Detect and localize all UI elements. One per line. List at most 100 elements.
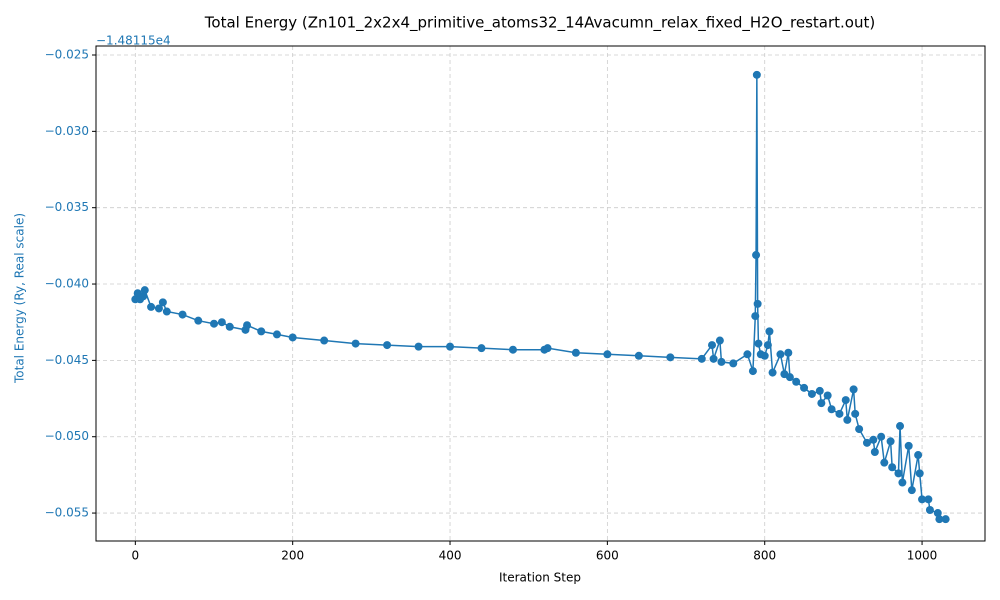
data-point bbox=[869, 435, 878, 444]
data-point bbox=[320, 336, 329, 345]
data-point bbox=[603, 350, 612, 359]
x-tick-label: 800 bbox=[753, 549, 776, 563]
data-point bbox=[709, 354, 718, 363]
data-point bbox=[272, 330, 281, 339]
data-point bbox=[776, 350, 785, 359]
y-tick-label: −0.025 bbox=[45, 48, 89, 62]
data-point bbox=[894, 469, 903, 478]
data-point bbox=[904, 441, 913, 450]
data-point bbox=[752, 251, 761, 260]
data-point bbox=[855, 425, 864, 434]
x-tick-label: 400 bbox=[439, 549, 462, 563]
data-point bbox=[217, 318, 226, 327]
x-tick-label: 1000 bbox=[907, 549, 938, 563]
y-tick-label: −0.050 bbox=[45, 429, 89, 443]
data-point bbox=[288, 333, 297, 342]
data-point bbox=[807, 389, 816, 398]
data-point bbox=[817, 399, 826, 408]
data-point bbox=[743, 350, 752, 359]
data-point bbox=[823, 391, 832, 400]
data-point bbox=[815, 386, 824, 395]
data-point bbox=[752, 70, 761, 79]
data-point bbox=[862, 438, 871, 447]
data-point bbox=[877, 432, 886, 441]
data-point bbox=[751, 312, 760, 321]
x-tick-label: 600 bbox=[596, 549, 619, 563]
data-point bbox=[210, 319, 219, 328]
data-point bbox=[886, 437, 895, 446]
data-point bbox=[753, 299, 762, 308]
data-point bbox=[351, 339, 360, 348]
x-tick-label: 0 bbox=[132, 549, 140, 563]
data-point bbox=[768, 368, 777, 377]
data-point bbox=[634, 351, 643, 360]
data-point bbox=[708, 341, 717, 350]
data-point bbox=[158, 298, 167, 307]
data-point bbox=[941, 515, 950, 524]
data-point bbox=[139, 292, 148, 301]
y-tick-label: −0.035 bbox=[45, 200, 89, 214]
data-point bbox=[914, 451, 923, 460]
plot-frame bbox=[95, 45, 986, 542]
data-point bbox=[765, 327, 774, 336]
y-tick-label: −0.030 bbox=[45, 124, 89, 138]
data-point bbox=[925, 506, 934, 515]
data-point bbox=[760, 351, 769, 360]
data-point bbox=[785, 373, 794, 382]
data-point bbox=[870, 447, 879, 456]
data-point bbox=[784, 348, 793, 357]
data-point bbox=[446, 342, 455, 351]
data-point bbox=[754, 339, 763, 348]
data-point bbox=[178, 310, 187, 319]
data-point bbox=[933, 509, 942, 518]
data-point bbox=[697, 354, 706, 363]
data-point bbox=[843, 415, 852, 424]
data-point bbox=[915, 469, 924, 478]
y-axis-label: Total Energy (Ry, Real scale) bbox=[13, 213, 27, 384]
data-point bbox=[543, 344, 552, 353]
data-point bbox=[800, 383, 809, 392]
data-point bbox=[717, 357, 726, 366]
data-point bbox=[792, 377, 801, 386]
data-point bbox=[888, 463, 897, 472]
data-point bbox=[924, 495, 933, 504]
data-point bbox=[140, 286, 149, 295]
data-point bbox=[835, 409, 844, 418]
data-point bbox=[880, 458, 889, 467]
data-point bbox=[147, 302, 156, 311]
data-point bbox=[243, 321, 252, 330]
data-point bbox=[935, 515, 944, 524]
data-point bbox=[729, 359, 738, 368]
data-point bbox=[918, 495, 927, 504]
data-point bbox=[763, 341, 772, 350]
data-point bbox=[849, 385, 858, 394]
data-point bbox=[571, 348, 580, 357]
x-tick-label: 200 bbox=[281, 549, 304, 563]
data-point bbox=[907, 486, 916, 495]
data-point bbox=[508, 345, 517, 354]
data-point bbox=[225, 322, 234, 331]
y-tick-label: −0.040 bbox=[45, 277, 89, 291]
data-point bbox=[154, 304, 163, 313]
chart-title: Total Energy (Zn101_2x2x4_primitive_atom… bbox=[204, 14, 875, 33]
data-point bbox=[194, 316, 203, 325]
y-tick-label: −0.045 bbox=[45, 353, 89, 367]
data-point bbox=[257, 327, 266, 336]
data-point bbox=[715, 336, 724, 345]
data-point bbox=[896, 422, 905, 431]
data-point bbox=[851, 409, 860, 418]
data-point bbox=[477, 344, 486, 353]
data-point bbox=[748, 367, 757, 376]
data-point bbox=[162, 307, 171, 316]
y-offset-label: −1.48115e4 bbox=[96, 34, 171, 48]
data-point bbox=[827, 405, 836, 414]
data-point bbox=[414, 342, 423, 351]
data-point bbox=[383, 341, 392, 350]
data-line bbox=[134, 74, 946, 520]
data-point bbox=[666, 353, 675, 362]
data-point bbox=[841, 396, 850, 405]
data-point bbox=[898, 478, 907, 487]
y-tick-label: −0.055 bbox=[45, 506, 89, 520]
x-axis-label: Iteration Step bbox=[499, 571, 581, 585]
